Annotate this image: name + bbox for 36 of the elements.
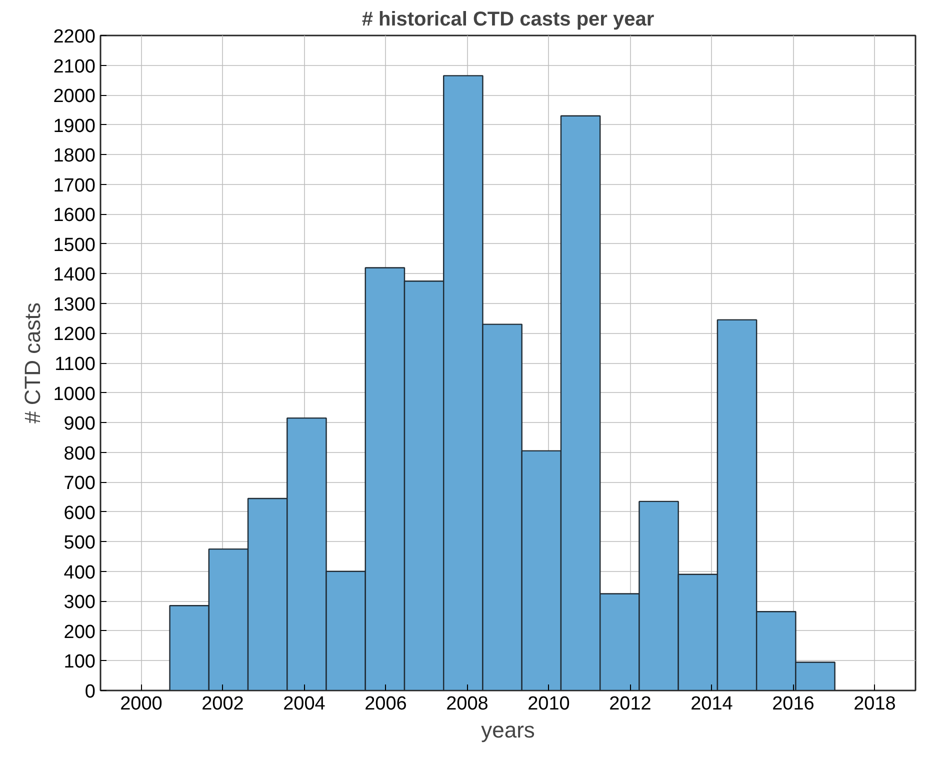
y-tick-label: 200 xyxy=(64,622,96,643)
x-axis-title: years xyxy=(481,718,535,742)
y-tick-label: 900 xyxy=(64,414,96,435)
y-tick-label: 500 xyxy=(64,532,96,554)
x-tick-label: 2000 xyxy=(120,694,162,714)
x-tick-label: 2010 xyxy=(528,694,570,714)
y-tick-label: 1900 xyxy=(53,116,96,137)
y-tick-label: 2000 xyxy=(53,86,96,108)
x-tick-label: 2004 xyxy=(283,694,326,714)
y-tick-label: 1300 xyxy=(53,294,96,316)
y-tick-label: 100 xyxy=(64,652,96,673)
y-tick-label: 1400 xyxy=(53,264,96,286)
y-tick-label: 600 xyxy=(64,502,96,524)
y-tick-label: 1800 xyxy=(53,146,96,167)
y-tick-label: 800 xyxy=(64,443,96,464)
y-tick-label: 0 xyxy=(84,682,96,702)
chart-title: # historical CTD casts per year xyxy=(362,8,654,30)
y-tick-label: 1200 xyxy=(53,324,96,346)
y-tick-label: 300 xyxy=(64,592,96,614)
x-tick-label: 2016 xyxy=(772,694,814,714)
y-tick-label: 400 xyxy=(64,562,96,584)
y-tick-label: 700 xyxy=(64,473,96,494)
y-tick-label: 1100 xyxy=(54,354,96,375)
y-axis-title: # CTD casts xyxy=(20,302,46,424)
y-tick-label: 1500 xyxy=(53,234,96,256)
x-tick-label: 2014 xyxy=(690,694,734,714)
y-tick-label: 1000 xyxy=(53,384,96,405)
y-tick-label: 1700 xyxy=(53,175,96,196)
x-tick-label: 2012 xyxy=(609,694,652,714)
x-tick-label: 2006 xyxy=(364,694,407,714)
x-tick-label: 2002 xyxy=(202,694,244,714)
y-tick-label: 1600 xyxy=(53,205,96,226)
y-tick-label: 2200 xyxy=(53,26,96,48)
x-tick-label: 2018 xyxy=(854,694,896,714)
y-tick-label: 2100 xyxy=(53,56,96,78)
x-tick-label: 2008 xyxy=(446,694,488,714)
